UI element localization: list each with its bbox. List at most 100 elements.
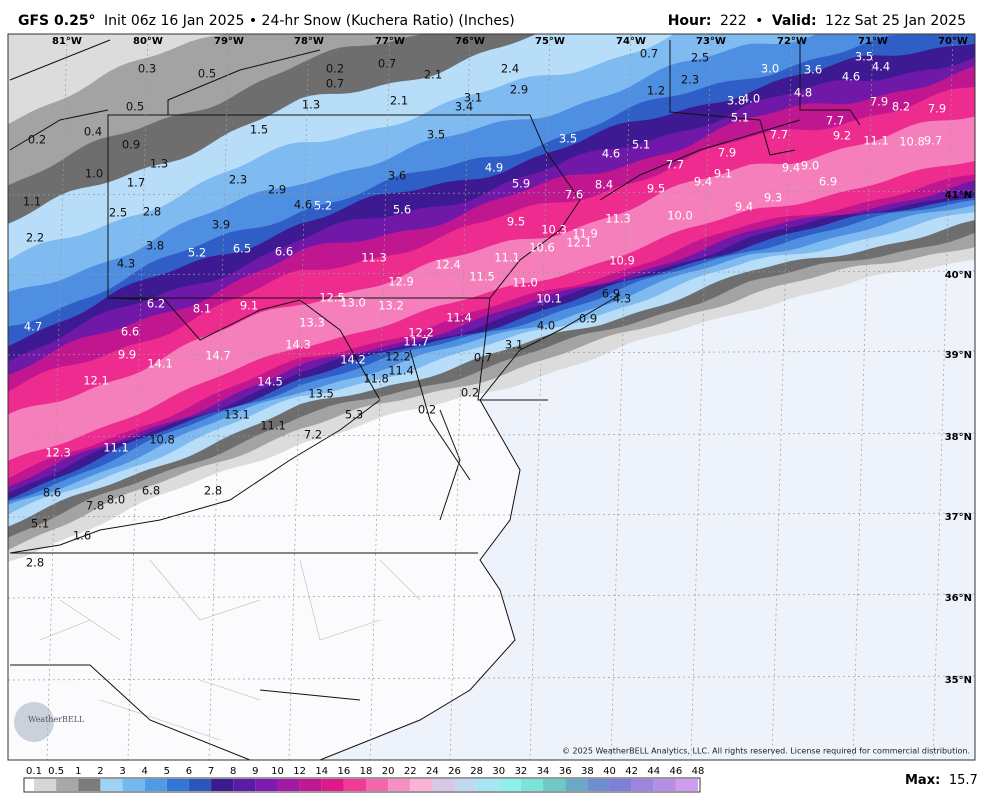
snow-value: 0.7 — [326, 77, 344, 91]
snow-value: 11.8 — [363, 372, 389, 386]
snow-value: 0.9 — [122, 138, 140, 152]
legend-swatch — [321, 779, 344, 791]
snow-value: 4.6 — [602, 147, 620, 161]
snow-value: 5.1 — [31, 517, 49, 531]
legend-tick-label: 18 — [360, 766, 373, 777]
snow-value: 1.7 — [127, 176, 145, 190]
hour: 222 — [720, 13, 747, 29]
latitude-label: 38°N — [945, 432, 972, 443]
snow-value: 2.5 — [691, 51, 709, 65]
snow-value: 10.1 — [536, 292, 562, 306]
snow-value: 9.3 — [764, 191, 782, 205]
snow-value: 3.1 — [505, 338, 523, 352]
snow-value: 7.9 — [870, 95, 888, 109]
meridian — [46, 34, 68, 760]
snow-value: 1.3 — [150, 157, 168, 171]
meridian — [208, 34, 230, 760]
snow-value: 4.6 — [842, 70, 860, 84]
snow-value: 8.4 — [595, 178, 613, 192]
longitude-label: 76°W — [455, 36, 485, 47]
legend-tick-label: 12 — [293, 766, 306, 777]
legend-swatch — [653, 779, 676, 791]
longitude-label: 74°W — [616, 36, 646, 47]
legend-tick-label: 34 — [537, 766, 550, 777]
copyright: © 2025 WeatherBELL Analytics, LLC. All r… — [562, 747, 970, 756]
snow-value: 9.4 — [735, 200, 753, 214]
meridian — [127, 34, 149, 760]
snow-value: 1.6 — [73, 529, 91, 543]
snow-value: 11.1 — [103, 441, 129, 455]
snow-band — [8, 116, 975, 461]
parallel — [8, 190, 975, 196]
snow-value: 11.0 — [512, 276, 538, 290]
snow-value: 3.1 — [464, 91, 482, 105]
latitude-label: 40°N — [945, 270, 972, 281]
legend-swatch — [233, 779, 256, 791]
snow-value: 5.1 — [632, 138, 650, 152]
snow-value: 3.0 — [761, 62, 779, 76]
meridian — [288, 34, 310, 760]
legend-swatch — [498, 779, 521, 791]
meridian — [610, 34, 632, 760]
snow-value: 12.1 — [566, 236, 592, 250]
snow-value: 14.1 — [147, 357, 173, 371]
header-left: GFS 0.25° Init 06z 16 Jan 2025 • 24-hr S… — [18, 13, 515, 29]
max: Max: 15.7 — [905, 773, 978, 788]
snow-value: 2.1 — [390, 94, 408, 108]
legend-tick-label: 1 — [75, 766, 81, 777]
legend-tick-label: 28 — [470, 766, 483, 777]
snow-value: 2.8 — [143, 205, 161, 219]
value-labels: 0.3 0.5 0.2 0.70.72.1 2.40.7 2.53.0 3.63.54.44… — [23, 47, 946, 570]
snow-value: 13.5 — [308, 387, 334, 401]
longitude-label: 73°W — [696, 36, 726, 47]
latitude-label: 35°N — [945, 675, 972, 686]
snow-value: 11.7 — [403, 335, 429, 349]
legend-tick-label: 32 — [515, 766, 528, 777]
map: 81°W 80°W 79°W 78°W 77°W 76°W 75°W 74°W 73°W 72°W… — [8, 34, 975, 760]
snow-value: 0.9 — [579, 312, 597, 326]
snow-value: 12.1 — [83, 374, 109, 388]
snow-value: 0.2 — [28, 133, 46, 147]
snow-value: 1.1 — [23, 195, 41, 209]
longitude-label: 80°W — [133, 36, 163, 47]
legend-tick-label: 3 — [119, 766, 125, 777]
snow-value: 11.3 — [605, 212, 631, 226]
legend-swatch — [388, 779, 411, 791]
legend-tick-label: 8 — [230, 766, 236, 777]
legend-tick-label: 38 — [581, 766, 594, 777]
legend-swatch — [166, 779, 189, 791]
legend-tick-label: 5 — [164, 766, 170, 777]
max-value: 15.7 — [949, 773, 978, 788]
snow-value: 7.7 — [826, 114, 844, 128]
snow-value: 8.6 — [43, 486, 61, 500]
graticule: 81°W 80°W 79°W 78°W 77°W 76°W 75°W 74°W 73°W 72°W… — [8, 34, 975, 760]
legend-tick-label: 24 — [426, 766, 439, 777]
legend-swatch — [188, 779, 212, 791]
snow-value: 1.3 — [302, 98, 320, 112]
snow-value: 13.0 — [340, 296, 366, 310]
legend-tick-label: 44 — [647, 766, 660, 777]
legend-swatch — [366, 779, 389, 791]
max-label: Max: — [905, 773, 940, 788]
snow-value: 7.7 — [666, 158, 684, 172]
hour-label: Hour: — [668, 13, 712, 29]
snow-value: 2.8 — [204, 484, 222, 498]
snow-value: 0.7 — [474, 351, 492, 365]
meridian — [771, 34, 793, 760]
snow-value: 11.4 — [446, 311, 472, 325]
snow-value: 7.2 — [304, 428, 322, 442]
snow-value: 6.8 — [142, 484, 160, 498]
snow-value: 4.6 — [294, 198, 312, 212]
logo-mark — [14, 702, 54, 742]
snow-value: 0.2 — [326, 62, 344, 76]
logo: WeatherBELL — [28, 715, 85, 724]
snow-value: 9.9 — [118, 348, 136, 362]
legend-swatch — [543, 779, 566, 791]
snow-value: 0.7 — [640, 47, 658, 61]
legend-tick-label: 20 — [382, 766, 395, 777]
longitude-label: 72°W — [777, 36, 807, 47]
snow-value: 7.6 — [565, 188, 583, 202]
legend-tick-label: 46 — [669, 766, 682, 777]
longitude-label: 75°W — [535, 36, 565, 47]
longitude-label: 79°W — [214, 36, 244, 47]
